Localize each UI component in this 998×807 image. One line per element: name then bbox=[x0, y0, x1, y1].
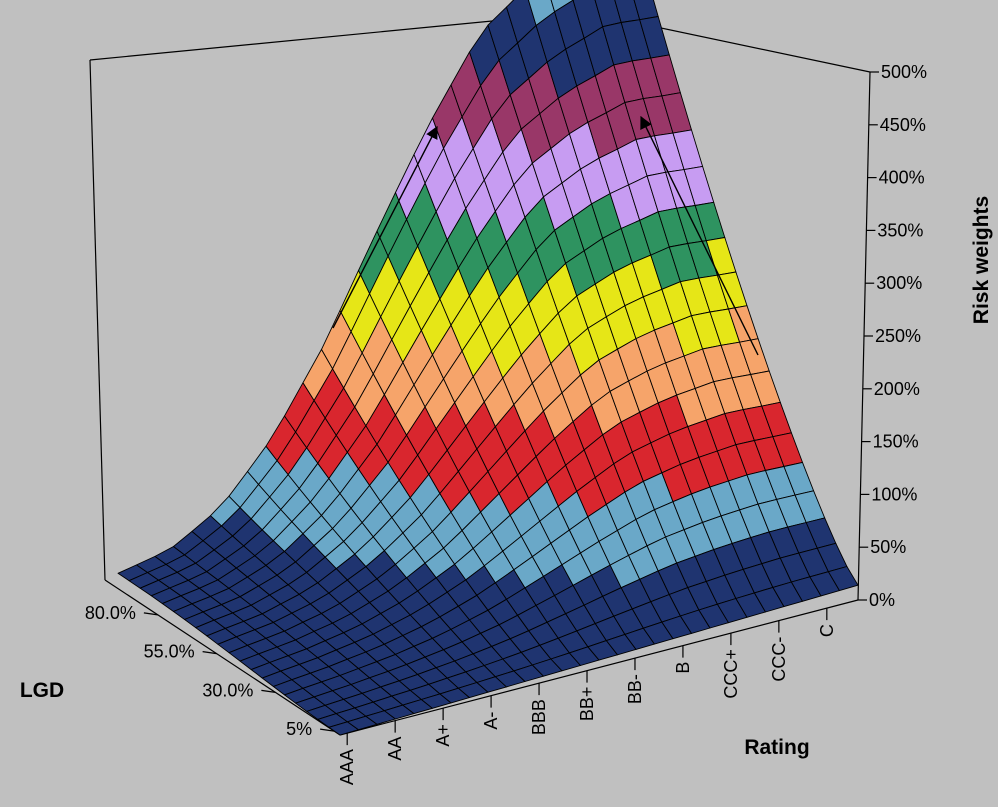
z-tick-label: 500% bbox=[881, 62, 927, 82]
risk-weight-surface bbox=[118, 0, 858, 735]
x-tick-label: AAA bbox=[337, 749, 357, 785]
y-tick-label: 5% bbox=[286, 719, 312, 739]
y-tick-label: 80.0% bbox=[85, 603, 136, 623]
z-tick-label: 50% bbox=[870, 537, 906, 557]
y-axis-title: LGD bbox=[20, 679, 64, 702]
x-tick-label: B bbox=[673, 662, 693, 674]
x-tick-label: C bbox=[817, 624, 837, 637]
x-tick-label: BB+ bbox=[577, 687, 597, 722]
x-tick-label: A+ bbox=[433, 724, 453, 747]
x-tick-label: BBB bbox=[529, 699, 549, 735]
x-tick-label: CCC- bbox=[769, 637, 789, 682]
y-tick-label: 55.0% bbox=[144, 642, 195, 662]
back-wall-left-edge bbox=[90, 60, 105, 580]
z-tick-label: 350% bbox=[877, 220, 923, 240]
z-tick-label: 200% bbox=[874, 379, 920, 399]
z-tick-label: 100% bbox=[871, 484, 917, 504]
x-tick-label: CCC+ bbox=[721, 649, 741, 699]
x-tick-label: A- bbox=[481, 712, 501, 730]
x-axis-title: Rating bbox=[744, 736, 809, 759]
z-tick-label: 300% bbox=[876, 273, 922, 293]
z-tick-label: 250% bbox=[875, 326, 921, 346]
x-tick-label: BB- bbox=[625, 674, 645, 704]
x-tick-label: AA bbox=[385, 737, 405, 761]
y-tick-label: 30.0% bbox=[202, 680, 253, 700]
z-tick-label: 450% bbox=[880, 115, 926, 135]
z-axis-title: Risk weights bbox=[970, 196, 993, 324]
z-tick-label: 150% bbox=[873, 432, 919, 452]
z-tick-label: 0% bbox=[869, 590, 895, 610]
z-tick-label: 400% bbox=[879, 168, 925, 188]
